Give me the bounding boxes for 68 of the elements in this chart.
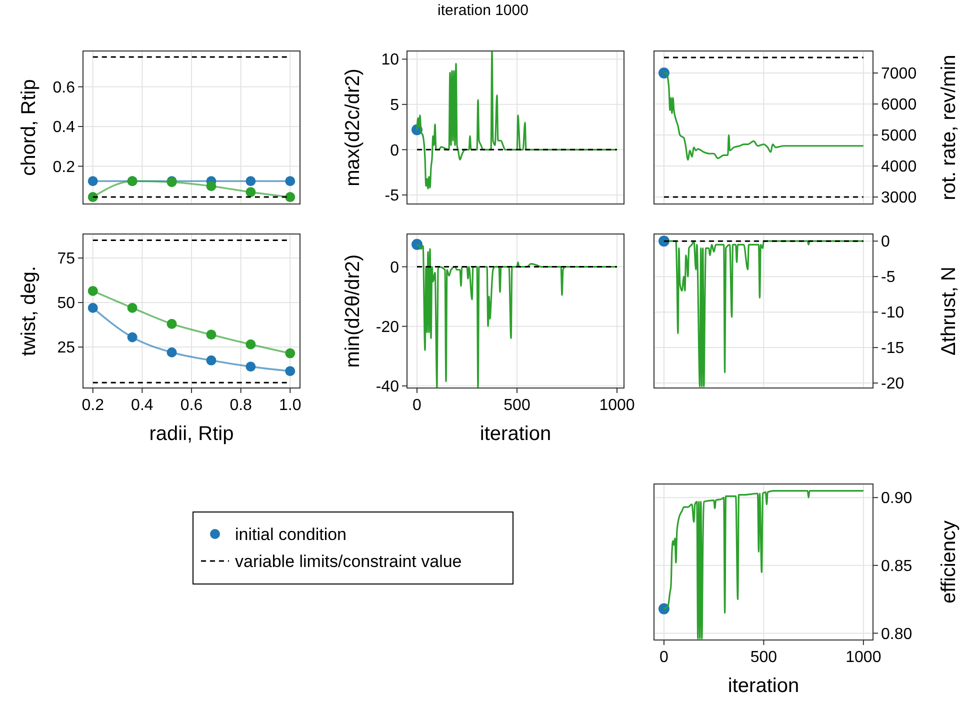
- y-tick-label: 5: [390, 97, 400, 114]
- point: [285, 348, 296, 358]
- legend-label: initial condition: [235, 524, 347, 544]
- y-tick-label: 50: [57, 295, 76, 312]
- point: [285, 192, 296, 202]
- y-tick-label: -40: [376, 378, 400, 396]
- x-tick-label: 0.2: [82, 397, 104, 414]
- y2-tick-label: 4000: [881, 158, 917, 176]
- point: [88, 176, 98, 186]
- y2-tick-label: 3000: [881, 190, 917, 207]
- y2-tick-label: -10: [881, 304, 904, 322]
- point: [127, 302, 138, 313]
- x-tick-label: 1000: [599, 397, 635, 414]
- y-axis-title: twist, deg.: [18, 266, 40, 356]
- y-tick-label: 0.6: [52, 79, 76, 96]
- point: [246, 362, 256, 372]
- x-tick-label: 1000: [846, 649, 882, 666]
- y2-tick-label: 5000: [881, 128, 917, 145]
- point: [285, 366, 296, 376]
- y2-tick-label: 0.85: [881, 558, 912, 575]
- x-tick-label: 500: [750, 649, 778, 666]
- x-axis-title: iteration: [480, 423, 552, 445]
- y2-tick-label: -15: [881, 340, 904, 358]
- y-tick-label: -5: [384, 188, 400, 205]
- y-tick-label: 0: [390, 142, 400, 160]
- x-tick-label: 0.6: [180, 397, 203, 414]
- x-tick-label: 0: [412, 397, 422, 414]
- x-tick-label: 0.8: [230, 397, 252, 414]
- y-axis-title: min(d2θ/dr2): [342, 254, 364, 368]
- x-tick-label: 1.0: [279, 397, 302, 414]
- legend-label: variable limits/constraint value: [235, 552, 462, 571]
- point: [246, 176, 256, 186]
- point: [166, 318, 177, 329]
- point: [206, 181, 216, 192]
- y-tick-label: 0: [390, 259, 400, 276]
- point: [88, 286, 98, 296]
- y-axis-title: chord, Rtip: [18, 79, 40, 176]
- x-tick-label: 0: [660, 649, 669, 666]
- point: [206, 330, 216, 340]
- point: [246, 187, 256, 198]
- x-tick-label: 0.4: [131, 397, 154, 414]
- y2-tick-label: -5: [881, 269, 896, 286]
- point: [127, 332, 138, 342]
- y-tick-label: 75: [57, 250, 76, 268]
- point: [206, 355, 216, 366]
- y-tick-label: -20: [376, 318, 400, 336]
- y2-tick-label: -20: [881, 376, 904, 393]
- text: iteration 1000: [438, 2, 528, 19]
- y2-tick-label: 6000: [881, 96, 917, 114]
- point: [285, 176, 296, 186]
- y-axis-title: max(d2c/dr2): [342, 68, 364, 186]
- point: [166, 347, 177, 358]
- y2-axis-title: Δthrust, N: [938, 266, 960, 356]
- y-tick-label: 25: [57, 340, 76, 357]
- y2-tick-label: 0.80: [881, 626, 912, 643]
- y-tick-label: 10: [381, 52, 400, 69]
- x-tick-label: 500: [504, 397, 530, 414]
- y-tick-label: 0.2: [52, 158, 76, 176]
- x-axis-title: radii, Rtip: [149, 423, 234, 445]
- y2-tick-label: 7000: [881, 66, 917, 83]
- y2-tick-label: 0: [881, 234, 890, 251]
- y-tick-label: 0.4: [52, 119, 76, 136]
- y2-axis-title: efficiency: [938, 520, 960, 604]
- point: [246, 339, 256, 350]
- x-axis-title: iteration: [728, 675, 800, 697]
- y2-tick-label: 0.90: [881, 490, 912, 508]
- y2-axis-title: rot. rate, rev/min: [938, 54, 960, 200]
- point: [88, 302, 98, 313]
